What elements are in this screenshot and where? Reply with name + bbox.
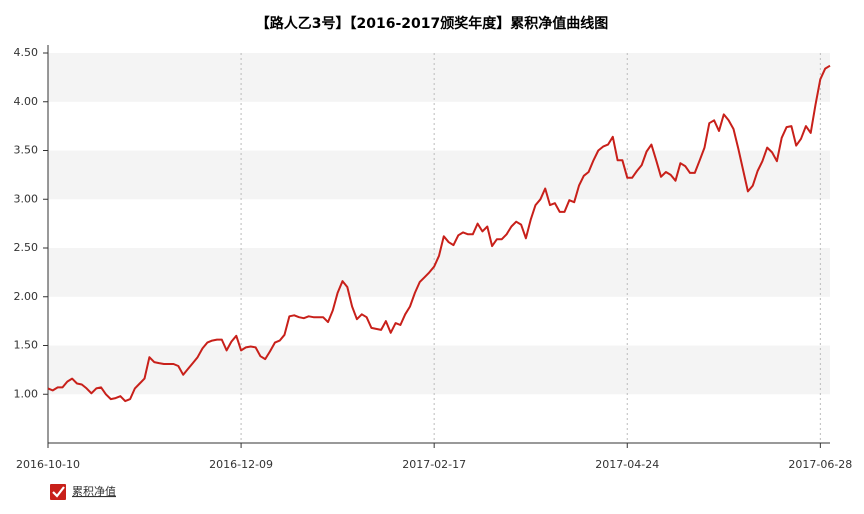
x-tick-label: 2017-06-28 — [788, 458, 852, 471]
y-tick-label: 2.50 — [14, 241, 39, 254]
chart-title: 【路人乙3号】【2016-2017颁奖年度】累积净值曲线图 — [256, 15, 608, 32]
x-tick-label: 2016-10-10 — [16, 458, 80, 471]
x-tick-label: 2016-12-09 — [209, 458, 273, 471]
y-tick-label: 4.00 — [14, 95, 39, 108]
grid-band — [48, 345, 830, 395]
x-tick-label: 2017-04-24 — [595, 458, 659, 471]
legend-label[interactable]: 累积净值 — [72, 484, 116, 498]
y-tick-label: 3.50 — [14, 144, 39, 157]
line-series — [47, 64, 831, 403]
y-tick-label: 3.00 — [14, 192, 39, 205]
y-tick-label: 4.50 — [14, 46, 39, 59]
y-tick-label: 1.00 — [14, 387, 39, 400]
y-tick-label: 1.50 — [14, 339, 39, 352]
grid-band — [48, 53, 830, 102]
legend-check — [52, 486, 65, 498]
grid-band — [48, 150, 830, 200]
legend-checkbox — [50, 484, 66, 500]
y-tick-label: 2.00 — [14, 290, 39, 303]
x-tick-label: 2017-02-17 — [402, 458, 466, 471]
